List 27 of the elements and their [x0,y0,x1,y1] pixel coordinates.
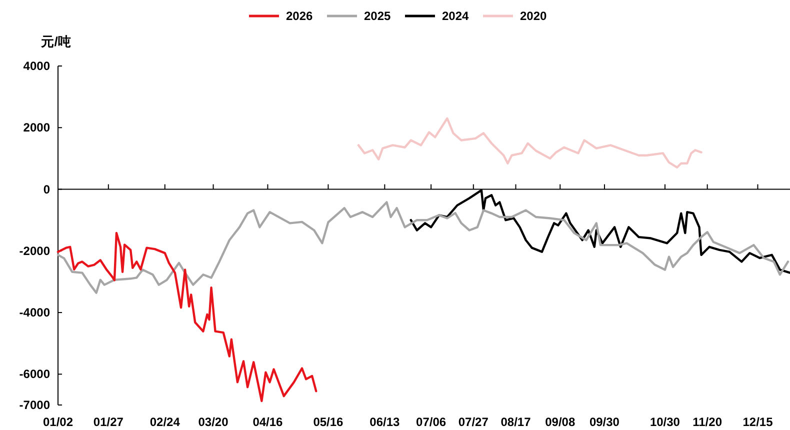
legend-label: 2025 [364,9,392,23]
x-tick-label: 10/30 [650,415,680,429]
x-tick-label: 07/27 [458,415,489,429]
x-tick-label: 12/15 [742,415,774,429]
x-tick-label: 06/13 [370,415,400,429]
y-tick-label: 4000 [23,59,50,73]
x-tick-label: 09/30 [589,415,620,429]
x-tick-label: 01/27 [93,415,124,429]
y-tick-label: -6000 [19,367,50,382]
legend-label: 2020 [520,9,548,23]
x-tick-label: 09/08 [545,415,576,429]
legend-label: 2026 [286,9,314,23]
y-tick-label: -2000 [19,244,50,258]
x-tick-label: 08/17 [500,415,532,429]
x-tick-label: 11/20 [692,415,722,429]
x-tick-label: 02/24 [150,415,180,429]
x-tick-label: 07/06 [416,415,446,429]
x-tick-label: 05/16 [313,415,344,429]
y-tick-label: -7000 [19,398,50,412]
y-tick-label: -4000 [19,306,50,320]
x-tick-label: 01/02 [42,415,74,429]
y-tick-label: 2000 [23,120,50,135]
y-tick-label: 0 [43,182,50,196]
x-tick-label: 03/20 [198,415,229,429]
y-axis-title: 元/吨 [40,34,71,49]
x-tick-label: 04/16 [252,415,284,429]
legend-label: 2024 [442,9,470,23]
